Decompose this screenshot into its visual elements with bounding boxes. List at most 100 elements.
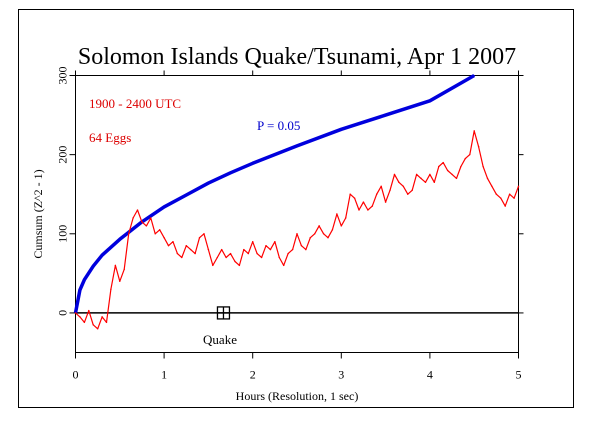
significance-curve xyxy=(73,73,476,314)
event-label: Quake xyxy=(203,332,237,347)
y-tick-label: 0 xyxy=(56,310,70,316)
cumsum-point xyxy=(491,185,493,187)
cumsum-point xyxy=(362,201,365,203)
significance-curve-point xyxy=(92,265,94,267)
cumsum-point xyxy=(181,256,183,259)
probability-label: P = 0.05 xyxy=(257,118,300,133)
cumsum-point xyxy=(220,248,223,251)
cumsum-point xyxy=(464,157,467,160)
cumsum-point xyxy=(495,193,498,195)
cumsum-point xyxy=(340,225,342,227)
cumsum-point xyxy=(136,209,139,211)
cumsum-point xyxy=(172,241,174,243)
y-tick-label: 100 xyxy=(56,225,70,243)
cumsum-point xyxy=(185,244,187,247)
x-tick-label: 3 xyxy=(338,368,344,382)
significance-curve-layer xyxy=(73,73,476,314)
cumsum-point xyxy=(469,153,471,156)
cumsum-point xyxy=(92,324,94,326)
significance-curve-point xyxy=(119,238,121,240)
cumsum-point xyxy=(415,173,418,176)
outer-frame xyxy=(18,9,574,408)
y-axis-label: Cumsum (Z^2 - 1) xyxy=(31,169,45,258)
time-range-label: 1900 - 2400 UTC xyxy=(89,96,181,111)
significance-curve-point xyxy=(83,279,85,281)
significance-curve-point xyxy=(101,254,103,256)
cumsum-line xyxy=(75,130,520,330)
cumsum-point xyxy=(145,225,148,227)
cumsum-point xyxy=(269,248,272,251)
cumsum-point xyxy=(411,189,413,191)
cumsum-point xyxy=(336,213,338,215)
cumsum-point xyxy=(198,237,201,239)
cumsum-point xyxy=(376,193,378,195)
cumsum-point xyxy=(265,244,267,247)
cumsum-point xyxy=(331,229,334,231)
cumsum-point xyxy=(486,177,489,180)
cumsum-point xyxy=(504,205,506,207)
cumsum-point xyxy=(508,193,511,195)
cumsum-point xyxy=(123,268,125,271)
cumsum-point xyxy=(274,241,276,243)
x-tick-label: 0 xyxy=(73,368,79,382)
cumsum-point xyxy=(500,197,502,199)
cumsum-point xyxy=(300,244,303,247)
cumsum-point xyxy=(96,328,99,330)
cumsum-point xyxy=(446,169,449,172)
cumsum-point xyxy=(482,165,484,168)
cumsum-point xyxy=(194,252,196,255)
cumsum-point xyxy=(384,201,387,203)
cumsum-point xyxy=(442,161,444,164)
y-tick-label: 200 xyxy=(56,146,70,164)
x-tick-label: 1 xyxy=(161,368,167,382)
cumsum-point xyxy=(380,185,382,187)
cumsum-point xyxy=(424,181,427,184)
cumsum-point xyxy=(256,252,258,255)
cumsum-point xyxy=(203,233,205,235)
significance-curve-point xyxy=(207,182,209,184)
significance-curve-point xyxy=(185,194,187,196)
cumsum-point xyxy=(358,209,360,211)
cumsum-point xyxy=(119,280,121,282)
significance-curve-point xyxy=(229,172,232,174)
x-tick-label: 4 xyxy=(427,368,433,382)
cumsum-point xyxy=(225,256,227,259)
significance-curve-point xyxy=(340,128,342,130)
cumsum-point xyxy=(79,316,81,318)
cumsum-point xyxy=(345,217,347,219)
cumsum-point xyxy=(252,241,254,243)
cumsum-point xyxy=(150,217,152,219)
cumsum-point xyxy=(101,316,103,318)
cumsum-series-layer xyxy=(74,130,520,330)
cumsum-point xyxy=(398,181,400,184)
cumsum-point xyxy=(318,225,320,227)
x-tick-label: 5 xyxy=(516,368,522,382)
cumsum-point xyxy=(234,260,236,263)
cumsum-point xyxy=(460,165,462,168)
cumsum-point xyxy=(243,248,245,251)
significance-curve-point xyxy=(473,74,475,77)
cumsum-point xyxy=(389,189,391,191)
cumsum-point xyxy=(132,217,134,219)
cumsum-point xyxy=(287,252,289,255)
cumsum-point xyxy=(141,221,143,223)
cumsum-point xyxy=(322,233,325,235)
cumsum-point xyxy=(420,177,422,180)
cumsum-point xyxy=(105,321,108,324)
cumsum-point xyxy=(110,288,112,290)
cumsum-point xyxy=(83,321,86,324)
cumsum-point xyxy=(283,264,285,267)
significance-curve-point xyxy=(296,145,298,147)
cumsum-point xyxy=(176,252,179,255)
cumsum-point xyxy=(291,248,294,251)
significance-curve-point xyxy=(252,162,254,164)
cumsum-point xyxy=(278,256,280,259)
cumsum-point xyxy=(127,233,130,235)
cumsum-point xyxy=(114,264,117,267)
cumsum-point xyxy=(371,205,374,207)
eggs-label: 64 Eggs xyxy=(89,130,131,145)
cumsum-point xyxy=(296,233,298,235)
cumsum-point xyxy=(517,185,520,187)
cumsum-point xyxy=(513,197,515,199)
cumsum-point xyxy=(353,197,356,199)
